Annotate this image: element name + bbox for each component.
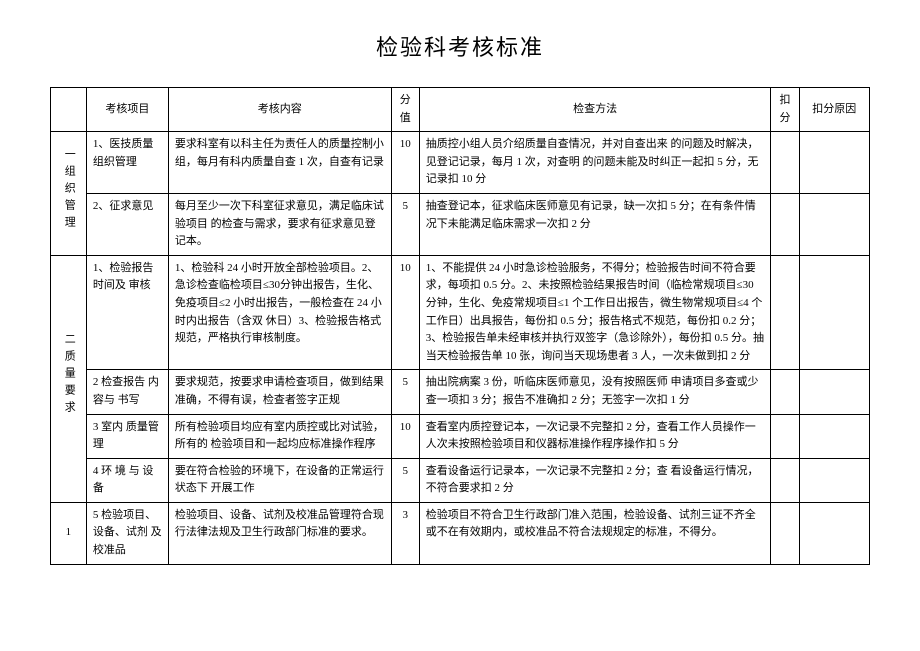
- header-item: 考核项目: [86, 88, 168, 132]
- cell-score: 10: [391, 255, 419, 370]
- cell-method: 1、不能提供 24 小时急诊检验服务，不得分；检验报告时间不符合要求，每项扣 0…: [419, 255, 771, 370]
- table-row: 4 环 境 与 设备要在符合检验的环境下，在设备的正常运行状态下 开展工作5查看…: [51, 458, 870, 502]
- cell-score: 5: [391, 370, 419, 414]
- cell-method: 查看室内质控登记本，一次记录不完整扣 2 分，查看工作人员操作一人次未按照检验项…: [419, 414, 771, 458]
- cell-item: 2、征求意见: [86, 193, 168, 255]
- cell-reason: [799, 255, 869, 370]
- header-content: 考核内容: [168, 88, 391, 132]
- header-deduct: 扣分: [771, 88, 799, 132]
- header-reason: 扣分原因: [799, 88, 869, 132]
- section-label: 一组织管理: [51, 132, 87, 256]
- cell-method: 抽质控小组人员介绍质量自查情况，并对自查出来 的问题及时解决，见登记记录，每月 …: [419, 132, 771, 194]
- cell-item: 4 环 境 与 设备: [86, 458, 168, 502]
- header-method: 检查方法: [419, 88, 771, 132]
- cell-deduct: [771, 255, 799, 370]
- cell-method: 查看设备运行记录本，一次记录不完整扣 2 分；查 看设备运行情况，不符合要求扣 …: [419, 458, 771, 502]
- cell-reason: [799, 458, 869, 502]
- cell-deduct: [771, 193, 799, 255]
- table-row: 3 室内 质量管理所有检验项目均应有室内质控或比对试验，所有的 检验项目和一起均…: [51, 414, 870, 458]
- cell-reason: [799, 502, 869, 564]
- cell-item: 5 检验项目、设备、试剂 及校准品: [86, 502, 168, 564]
- table-row: 2、征求意见每月至少一次下科室征求意见，满足临床试验项目 的检查与需求，要求有征…: [51, 193, 870, 255]
- cell-content: 要求规范，按要求申请检查项目，做到结果准确，不得有误，检查者签字正规: [168, 370, 391, 414]
- cell-score: 3: [391, 502, 419, 564]
- header-section: [51, 88, 87, 132]
- cell-method: 抽查登记本，征求临床医师意见有记录，缺一次扣 5 分；在有条件情况下未能满足临床…: [419, 193, 771, 255]
- cell-score: 10: [391, 414, 419, 458]
- cell-deduct: [771, 414, 799, 458]
- cell-deduct: [771, 502, 799, 564]
- cell-content: 要在符合检验的环境下，在设备的正常运行状态下 开展工作: [168, 458, 391, 502]
- cell-reason: [799, 370, 869, 414]
- cell-content: 要求科室有以科主任为责任人的质量控制小组，每月有科内质量自查 1 次，自查有记录: [168, 132, 391, 194]
- header-score: 分值: [391, 88, 419, 132]
- table-row: 15 检验项目、设备、试剂 及校准品检验项目、设备、试剂及校准品管理符合现行法律…: [51, 502, 870, 564]
- cell-deduct: [771, 132, 799, 194]
- cell-method: 抽出院病案 3 份，听临床医师意见，没有按照医师 申请项目多查或少查一项扣 3 …: [419, 370, 771, 414]
- page-title: 检验科考核标准: [50, 30, 870, 62]
- cell-content: 1、检验科 24 小时开放全部检验项目。2、急诊检查临检项目≤30分钟出报告，生…: [168, 255, 391, 370]
- cell-score: 5: [391, 458, 419, 502]
- section-label: 二质量要求: [51, 255, 87, 502]
- cell-deduct: [771, 370, 799, 414]
- table-row: 一组织管理1、医技质量 组织管理要求科室有以科主任为责任人的质量控制小组，每月有…: [51, 132, 870, 194]
- cell-reason: [799, 132, 869, 194]
- assessment-table: 考核项目 考核内容 分值 检查方法 扣分 扣分原因 一组织管理1、医技质量 组织…: [50, 87, 870, 565]
- cell-content: 所有检验项目均应有室内质控或比对试验，所有的 检验项目和一起均应标准操作程序: [168, 414, 391, 458]
- cell-item: 1、医技质量 组织管理: [86, 132, 168, 194]
- cell-method: 检验项目不符合卫生行政部门准入范围，检验设备、试剂三证不齐全或不在有效期内，或校…: [419, 502, 771, 564]
- cell-score: 10: [391, 132, 419, 194]
- cell-score: 5: [391, 193, 419, 255]
- section-label: 1: [51, 502, 87, 564]
- cell-content: 每月至少一次下科室征求意见，满足临床试验项目 的检查与需求，要求有征求意见登记本…: [168, 193, 391, 255]
- cell-content: 检验项目、设备、试剂及校准品管理符合现行法律法规及卫生行政部门标准的要求。: [168, 502, 391, 564]
- table-row: 二质量要求1、检验报告 时间及 审核1、检验科 24 小时开放全部检验项目。2、…: [51, 255, 870, 370]
- header-row: 考核项目 考核内容 分值 检查方法 扣分 扣分原因: [51, 88, 870, 132]
- cell-reason: [799, 193, 869, 255]
- cell-item: 2 检查报告 内容与 书写: [86, 370, 168, 414]
- cell-reason: [799, 414, 869, 458]
- cell-deduct: [771, 458, 799, 502]
- cell-item: 1、检验报告 时间及 审核: [86, 255, 168, 370]
- table-row: 2 检查报告 内容与 书写要求规范，按要求申请检查项目，做到结果准确，不得有误，…: [51, 370, 870, 414]
- cell-item: 3 室内 质量管理: [86, 414, 168, 458]
